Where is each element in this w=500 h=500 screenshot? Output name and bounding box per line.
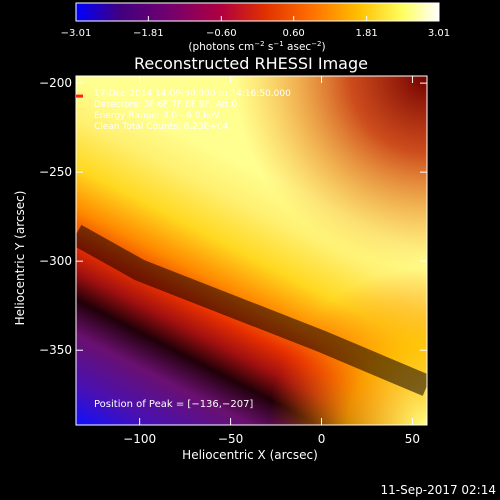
colorbar-tick-label: −1.81 [133,28,164,39]
heatmap-image [76,76,427,425]
colorbar-tick-label: 3.01 [428,28,450,39]
colorbar-tick-label: −0.60 [206,28,237,39]
x-axis-ticks: −100 −50 0 50 [123,76,420,446]
y-tick-label: −200 [39,76,72,90]
colorbar-ticks: −3.01 −1.81 −0.60 0.60 1.81 3.01 [61,16,450,39]
y-tick-label: −300 [39,254,72,268]
colorbar-tick-label: 1.81 [356,28,378,39]
y-tick-label: −250 [39,165,72,179]
x-tick-label: −50 [218,432,243,446]
x-axis-label: Heliocentric X (arcsec) [182,448,318,462]
y-axis-ticks: −200 −250 −300 −350 [39,76,427,357]
chart-title: Reconstructed RHESSI Image [134,54,368,73]
x-tick-label: 50 [405,432,420,446]
peak-marker [76,94,83,98]
colorbar-tick-label: 0.60 [283,28,305,39]
y-axis-label: Heliocentric Y (arcsec) [13,191,27,326]
colorbar-unit-label: (photons cm−2 s−1 asec−2) [188,40,325,53]
plot-frame [75,75,428,426]
colorbar-tick-label: −3.01 [61,28,92,39]
footer-timestamp: 11-Sep-2017 02:14 [381,483,496,497]
annotation-detectors: Detectors: 3F 6F 7F 8F 9F, Att 0 [94,100,237,110]
x-tick-label: 0 [318,432,326,446]
colorbar [75,2,440,22]
peak-position-label: Position of Peak = [−136,−207] [94,399,253,410]
y-tick-label: −350 [39,343,72,357]
annotation-clean: Clean Total Counts: 8.23E+04 [94,122,229,132]
dark-ridge [76,224,427,396]
x-tick-label: −100 [123,432,156,446]
annotation-energy: Energy Range: 3.0 - 6.0 keV [94,111,221,121]
annotation-time-range: 17-Dec-2014 14:09:50.000 to 14:16:50.000 [94,89,291,99]
